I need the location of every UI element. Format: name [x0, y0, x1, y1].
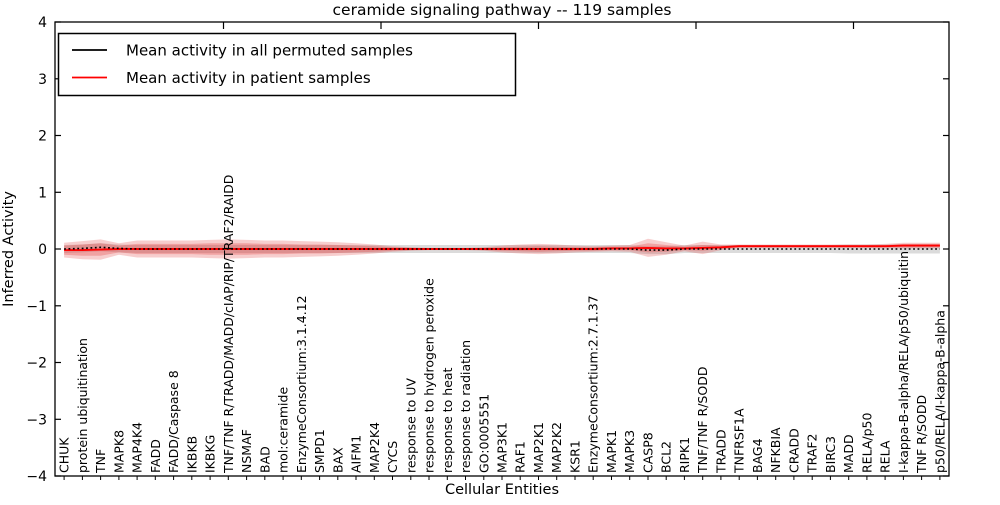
- x-category-label: MAP2K4: [367, 422, 382, 473]
- x-axis-label: Cellular Entities: [445, 482, 559, 498]
- x-category-label: protein ubiquitination: [75, 338, 90, 473]
- y-tick-label: 0: [38, 242, 47, 258]
- x-category-label: CASP8: [641, 432, 656, 473]
- y-tick-label: −4: [26, 469, 47, 485]
- x-category-label: RIPK1: [677, 437, 692, 473]
- x-category-label: EnzymeConsortium:3.1.4.12: [294, 295, 309, 473]
- x-category-label: IKBKG: [203, 435, 218, 473]
- x-category-label: RELA: [878, 440, 893, 473]
- y-tick-label: −1: [26, 299, 47, 315]
- legend-label-patient: Mean activity in patient samples: [126, 69, 371, 87]
- x-category-label: MAP4K4: [130, 422, 145, 473]
- x-category-label: TNF: [93, 449, 108, 474]
- x-category-label: FADD/Caspase 8: [166, 370, 181, 473]
- x-category-label: TNF/TNF R/SODD: [695, 367, 710, 474]
- series-line-permuted: [64, 246, 940, 251]
- x-category-label: I-kappa-B-alpha/RELA/p50/ubiquitin: [896, 251, 911, 473]
- x-category-label: response to radiation: [458, 340, 473, 473]
- x-category-label: TRADD: [713, 429, 728, 474]
- y-axis-label: Inferred Activity: [1, 191, 17, 307]
- x-category-label: MAPK8: [111, 430, 126, 473]
- x-category-label: TNF R/SODD: [914, 395, 929, 474]
- x-category-label: BAG4: [750, 438, 765, 473]
- x-category-label: NFKBIA: [768, 427, 783, 473]
- plot-border: [54, 21, 950, 477]
- x-category-label: RELA/p50: [859, 413, 874, 473]
- x-category-label: MAP3K1: [495, 422, 510, 473]
- x-category-label: SMPD1: [312, 429, 327, 473]
- y-tick-label: −3: [26, 412, 47, 428]
- x-category-label: MADD: [841, 434, 856, 473]
- x-category-label: RAF1: [513, 441, 528, 473]
- x-category-label: BCL2: [659, 441, 674, 473]
- x-category-label: IKBKB: [184, 436, 199, 473]
- x-category-label: p50/RELA/I-kappa-B-alpha: [932, 310, 947, 473]
- x-category-label: BIRC3: [823, 436, 838, 473]
- x-category-label: MAP2K2: [549, 422, 564, 473]
- x-category-label: NSMAF: [239, 429, 254, 473]
- y-tick-label: 4: [38, 15, 47, 31]
- y-tick-label: −2: [26, 356, 47, 372]
- x-category-label: BAD: [257, 446, 272, 473]
- x-category-label: GO:0005551: [476, 394, 491, 473]
- y-tick-label: 3: [38, 72, 47, 88]
- legend-box: [57, 32, 517, 97]
- x-category-label: KSR1: [568, 440, 583, 473]
- x-category-label: TNF/TNF R/TRADD/MADD/cIAP/RIP/TRAF2/RAID…: [221, 175, 236, 474]
- x-category-label: CRADD: [786, 428, 801, 473]
- x-category-label: BAX: [330, 447, 345, 473]
- x-category-label: mol:ceramide: [276, 387, 291, 473]
- x-category-label: MAPK3: [622, 430, 637, 473]
- chart-title: ceramide signaling pathway -- 119 sample…: [333, 1, 672, 19]
- y-tick-label: 2: [38, 129, 47, 145]
- x-category-label: AIFM1: [349, 435, 364, 473]
- x-category-label: FADD: [148, 439, 163, 473]
- x-category-label: EnzymeConsortium:2.7.1.37: [586, 295, 601, 473]
- x-category-label: MAPK1: [604, 430, 619, 473]
- x-category-label: TNFRSF1A: [732, 408, 747, 474]
- x-category-label: response to UV: [403, 378, 418, 473]
- legend: Mean activity in all permuted samples Me…: [57, 32, 517, 97]
- legend-label-permuted: Mean activity in all permuted samples: [126, 42, 413, 60]
- x-category-label: response to heat: [440, 367, 455, 473]
- x-category-label: CYCS: [385, 441, 400, 473]
- x-category-label: TRAF2: [805, 433, 820, 474]
- x-category-label: CHUK: [57, 437, 72, 473]
- x-category-label: response to hydrogen peroxide: [422, 278, 437, 473]
- x-category-label: MAP2K1: [531, 422, 546, 473]
- y-tick-label: 1: [38, 185, 47, 201]
